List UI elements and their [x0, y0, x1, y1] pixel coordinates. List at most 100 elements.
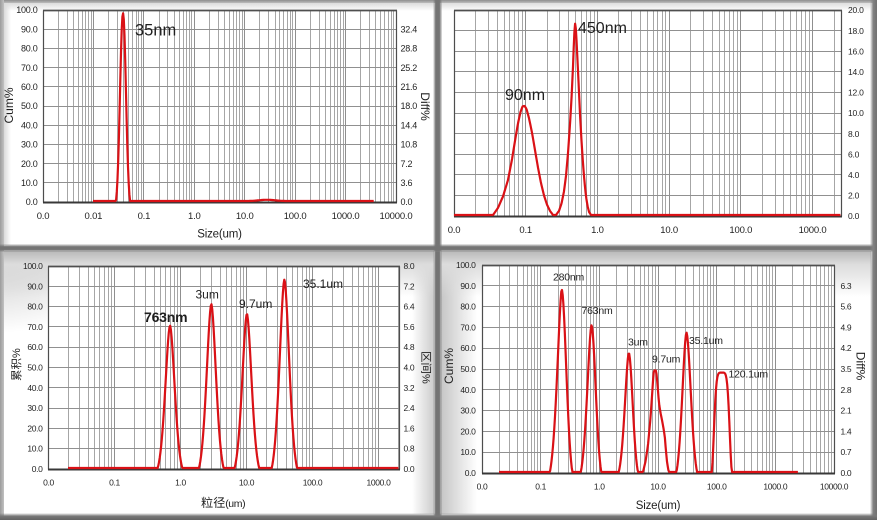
svg-text:4.8: 4.8 — [404, 342, 415, 352]
svg-text:100.0: 100.0 — [303, 478, 323, 488]
svg-text:10.0: 10.0 — [650, 482, 666, 492]
svg-text:4.0: 4.0 — [404, 363, 415, 373]
svg-text:3um: 3um — [196, 288, 219, 302]
svg-text:70.0: 70.0 — [460, 322, 476, 332]
svg-text:90.0: 90.0 — [460, 281, 476, 291]
svg-text:10000.0: 10000.0 — [380, 211, 413, 222]
svg-text:0.0: 0.0 — [841, 468, 852, 478]
svg-text:4.2: 4.2 — [841, 343, 852, 353]
svg-text:28.8: 28.8 — [401, 44, 418, 54]
svg-text:763nm: 763nm — [582, 305, 614, 317]
svg-text:8.0: 8.0 — [848, 129, 860, 139]
svg-text:80.0: 80.0 — [27, 302, 43, 312]
svg-text:60.0: 60.0 — [21, 82, 38, 92]
svg-text:2.0: 2.0 — [848, 191, 860, 201]
svg-text:280nm: 280nm — [553, 272, 585, 284]
svg-text:Cum%: Cum% — [2, 87, 16, 123]
svg-text:18.0: 18.0 — [848, 26, 864, 36]
svg-text:6.4: 6.4 — [404, 302, 415, 312]
svg-text:Cum%: Cum% — [442, 348, 456, 384]
svg-text:0.8: 0.8 — [404, 444, 415, 454]
svg-text:10.0: 10.0 — [660, 225, 678, 236]
svg-text:1000.0: 1000.0 — [763, 482, 788, 492]
svg-text:120.1um: 120.1um — [729, 369, 769, 381]
svg-text:10.8: 10.8 — [401, 140, 418, 150]
svg-text:0.0: 0.0 — [37, 211, 50, 222]
svg-text:21.6: 21.6 — [401, 82, 418, 92]
svg-text:2.8: 2.8 — [841, 385, 852, 395]
svg-text:0.1: 0.1 — [138, 211, 151, 222]
svg-text:16.0: 16.0 — [848, 46, 864, 56]
svg-text:0.1: 0.1 — [535, 482, 546, 492]
svg-text:0.1: 0.1 — [109, 478, 120, 488]
svg-text:1.0: 1.0 — [591, 225, 604, 236]
svg-text:90.0: 90.0 — [21, 24, 38, 34]
svg-text:4.9: 4.9 — [841, 322, 852, 332]
svg-text:0.0: 0.0 — [32, 464, 43, 474]
svg-text:6.0: 6.0 — [848, 149, 860, 159]
svg-text:100.0: 100.0 — [456, 260, 476, 270]
svg-text:20.0: 20.0 — [27, 423, 43, 433]
svg-text:1.0: 1.0 — [188, 211, 201, 222]
svg-text:0.0: 0.0 — [448, 225, 461, 236]
svg-text:40.0: 40.0 — [460, 385, 476, 395]
svg-text:10000.0: 10000.0 — [820, 482, 849, 492]
svg-text:9.7um: 9.7um — [652, 354, 681, 366]
svg-text:35.1um: 35.1um — [303, 277, 343, 291]
svg-text:20.0: 20.0 — [460, 426, 476, 436]
svg-text:5.6: 5.6 — [404, 322, 415, 332]
svg-text:1.6: 1.6 — [404, 423, 415, 433]
svg-text:30.0: 30.0 — [460, 406, 476, 416]
svg-text:3um: 3um — [628, 337, 648, 349]
svg-text:0.0: 0.0 — [26, 197, 38, 207]
svg-text:80.0: 80.0 — [460, 302, 476, 312]
svg-text:80.0: 80.0 — [21, 44, 38, 54]
svg-text:50.0: 50.0 — [460, 364, 476, 374]
svg-text:0.0: 0.0 — [848, 211, 860, 221]
svg-text:50.0: 50.0 — [21, 101, 38, 111]
svg-text:0.7: 0.7 — [841, 447, 852, 457]
svg-text:18.0: 18.0 — [401, 101, 418, 111]
svg-text:%: % — [420, 374, 432, 384]
svg-text:14.4: 14.4 — [401, 120, 418, 130]
svg-text:Diff%: Diff% — [418, 92, 432, 121]
svg-text:10.0: 10.0 — [460, 447, 476, 457]
svg-text:10.0: 10.0 — [27, 444, 43, 454]
svg-text:100.0: 100.0 — [23, 261, 43, 271]
svg-text:0.0: 0.0 — [465, 468, 476, 478]
svg-text:12.0: 12.0 — [848, 88, 864, 98]
svg-text:100.0: 100.0 — [729, 225, 752, 236]
svg-text:1000.0: 1000.0 — [332, 211, 360, 222]
svg-text:0.0: 0.0 — [401, 197, 413, 207]
svg-text:1.4: 1.4 — [841, 426, 852, 436]
svg-text:Size(um): Size(um) — [636, 500, 681, 512]
svg-text:90.0: 90.0 — [27, 281, 43, 291]
svg-text:35.1um: 35.1um — [689, 335, 723, 347]
svg-text:7.2: 7.2 — [404, 281, 415, 291]
svg-text:25.2: 25.2 — [401, 63, 418, 73]
svg-text:35nm: 35nm — [135, 22, 176, 40]
svg-text:14.0: 14.0 — [848, 67, 864, 77]
svg-text:9.7um: 9.7um — [239, 297, 272, 311]
svg-text:90nm: 90nm — [505, 87, 545, 104]
svg-text:1000.0: 1000.0 — [799, 225, 827, 236]
svg-text:60.0: 60.0 — [27, 342, 43, 352]
svg-text:50.0: 50.0 — [27, 363, 43, 373]
svg-text:10.0: 10.0 — [236, 211, 254, 222]
svg-text:100.0: 100.0 — [284, 211, 307, 222]
svg-text:4.0: 4.0 — [848, 170, 860, 180]
svg-text:0.01: 0.01 — [85, 211, 103, 222]
svg-text:70.0: 70.0 — [21, 63, 38, 73]
svg-text:100.0: 100.0 — [707, 482, 727, 492]
svg-text:0.0: 0.0 — [477, 482, 488, 492]
svg-text:1.0: 1.0 — [594, 482, 605, 492]
svg-text:3.5: 3.5 — [841, 364, 852, 374]
svg-text:7.2: 7.2 — [401, 159, 413, 169]
svg-text:1000.0: 1000.0 — [367, 478, 392, 488]
svg-text:6.3: 6.3 — [841, 281, 852, 291]
svg-text:30.0: 30.0 — [27, 403, 43, 413]
svg-text:20.0: 20.0 — [848, 5, 864, 15]
svg-text:5.6: 5.6 — [841, 302, 852, 312]
svg-text:450nm: 450nm — [578, 20, 627, 37]
svg-text:3.6: 3.6 — [401, 178, 413, 188]
